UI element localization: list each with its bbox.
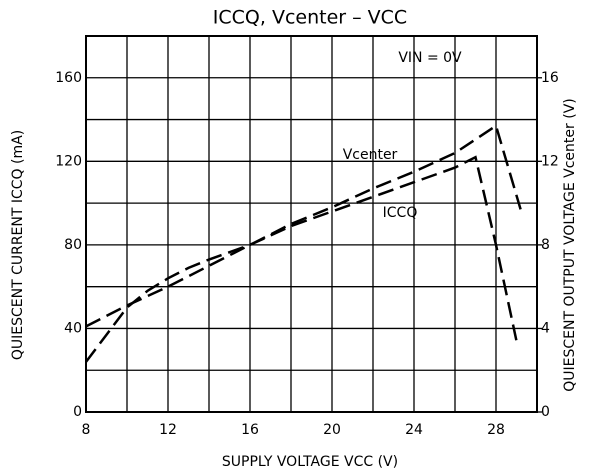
series-line (85, 123, 522, 328)
series-label: Vcenter (343, 147, 398, 163)
x-tick-label: 20 (323, 422, 341, 438)
x-tick-label: 8 (82, 422, 91, 438)
y2-axis-label: QUIESCENT OUTPUT VOLTAGE Vcenter (V) (562, 98, 578, 391)
y-axis-label: QUIESCENT CURRENT ICCQ (mA) (10, 130, 26, 360)
y-tick-label: 120 (55, 153, 82, 169)
x-tick-label: 24 (405, 422, 423, 438)
y-tick-label: 0 (73, 404, 82, 420)
y2-tick-label: 12 (541, 153, 559, 169)
series-line (85, 155, 518, 363)
y2-tick-label: 8 (541, 237, 550, 253)
y-tick-label: 160 (55, 70, 82, 86)
y-tick-label: 40 (64, 320, 82, 336)
x-axis-label: SUPPLY VOLTAGE VCC (V) (222, 454, 398, 470)
y-tick-label: 80 (64, 237, 82, 253)
x-tick-label: 12 (159, 422, 177, 438)
x-tick-label: 16 (241, 422, 259, 438)
y2-tick-label: 16 (541, 70, 559, 86)
series-label: ICCQ (383, 205, 418, 221)
x-tick-label: 28 (487, 422, 505, 438)
plot-frame (85, 35, 538, 413)
annotation: VIN = 0V (398, 50, 462, 66)
y2-tick-label: 0 (541, 404, 550, 420)
y2-tick-label: 4 (541, 320, 550, 336)
chart-title: ICCQ, Vcenter – VCC (213, 7, 407, 29)
